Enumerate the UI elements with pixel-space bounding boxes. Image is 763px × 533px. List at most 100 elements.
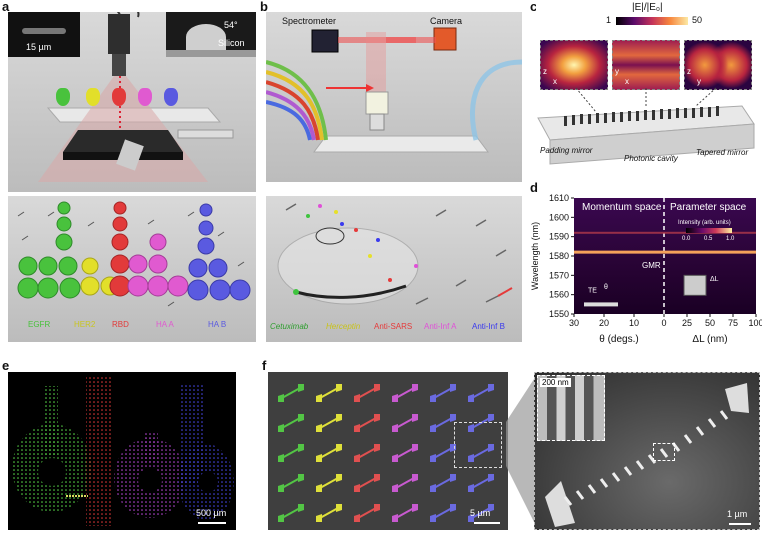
intensity-tick-2: 1.0 <box>726 236 735 242</box>
zoom-connector <box>506 376 536 526</box>
nanobeam-device <box>316 414 342 432</box>
nanobeam-device <box>468 504 494 522</box>
nanobeam-device <box>354 414 380 432</box>
panel-b-sensor-surface <box>277 203 513 305</box>
panel-a-top: 15 µm 54° Silicon <box>8 12 256 192</box>
right-x-tick-label-2: 75 <box>728 318 738 328</box>
nanobeam-device <box>430 414 456 432</box>
inset-scale-label: 15 µm <box>26 42 52 52</box>
unit-cell-icon <box>683 274 707 296</box>
right-x-tick-label-3: 100 <box>748 318 762 328</box>
nanobeam-device <box>392 504 418 522</box>
reagent-label-rbd: RBD <box>112 320 129 329</box>
antibody-label-cetuximab: Cetuximab <box>270 322 309 331</box>
panel-label-c: c <box>530 0 538 14</box>
nanobeam-device <box>278 474 304 492</box>
spectrometer-label: Spectrometer <box>282 16 337 26</box>
nanobeam-device <box>316 474 342 492</box>
dispenser-green <box>56 88 70 106</box>
panel-label-d: d <box>530 180 538 195</box>
camera-label: Camera <box>430 16 463 26</box>
field-map-zy: z y <box>684 40 752 90</box>
dispenser-yellow <box>86 88 100 106</box>
waveguide-drawing <box>537 87 755 165</box>
dispenser-pink <box>138 88 152 106</box>
secondary-band <box>574 231 756 234</box>
field-colorbar-title: |E|/|E₀| <box>632 2 663 13</box>
gmr-annotation: GMR <box>642 261 661 270</box>
antibody-label-herceptin: Herceptin <box>326 322 361 331</box>
scale-bar-e <box>198 522 226 524</box>
sem-nanobeam-zoom <box>545 383 749 527</box>
inset-droplet-image: 15 µm <box>8 12 80 57</box>
zoom-box <box>454 422 502 468</box>
intensity-tick-1: 0.5 <box>704 236 713 242</box>
intensity-colorbar <box>686 228 732 233</box>
sem-inset-highres: 200 nm <box>537 375 605 441</box>
y-axis-label: Wavelength (nm) <box>530 222 540 290</box>
panel-label-f: f <box>262 358 267 373</box>
parameter-space-title: Parameter space <box>670 202 747 213</box>
nanobeam-device <box>354 444 380 462</box>
nanobeam-device <box>392 474 418 492</box>
y-tick-label-6: 1550 <box>549 309 569 319</box>
nanobeam-device <box>468 474 494 492</box>
nanobeam-device <box>354 474 380 492</box>
nanobeam-device <box>316 384 342 402</box>
nanobeam-device <box>468 384 494 402</box>
momentum-space-title: Momentum space <box>582 202 662 213</box>
right-x-tick-label-0: 25 <box>682 318 692 328</box>
panel-c: |E|/|E₀| 1 50 z x y x z y <box>536 0 760 178</box>
left-x-tick-label-3: 0 <box>661 318 666 328</box>
field-map-axis-x2: x <box>625 77 629 86</box>
y-tick-label-4: 1570 <box>549 270 569 280</box>
intensity-colorbar-title: Intensity (arb. units) <box>678 220 731 226</box>
panel-e-fluorescence: 500 µm <box>8 372 236 530</box>
nanobeam-device <box>468 414 494 432</box>
te-annotation: TE <box>588 288 597 295</box>
right-x-axis-label: ΔL (nm) <box>692 334 727 344</box>
field-map-axis-z: z <box>543 67 547 76</box>
panel-a-bottom: EGFR HER2 RBD HA A HA B <box>8 196 256 342</box>
nanobeam-device <box>392 414 418 432</box>
nanobeam-device <box>278 504 304 522</box>
label-padding-mirror: Padding mirror <box>540 146 593 155</box>
dispenser-blue <box>164 88 178 106</box>
scale-label-inset: 200 nm <box>540 378 571 387</box>
y-tick-label-3: 1580 <box>549 251 569 261</box>
left-x-tick-label-1: 20 <box>599 318 609 328</box>
panel-f-sem-array: 5 µm <box>268 372 508 530</box>
scale-label-f-left: 5 µm <box>470 508 491 518</box>
scale-bar-f-right <box>729 523 751 525</box>
left-x-tick-label-0: 30 <box>569 318 579 328</box>
panel-f-sem-zoom: 200 nm 1 µm <box>534 372 760 530</box>
zoom-inset-box <box>653 443 675 461</box>
field-map-axis-y2: y <box>697 77 701 86</box>
nanobeam-device <box>430 474 456 492</box>
y-tick-label-5: 1560 <box>549 290 569 300</box>
y-tick-label-0: 1610 <box>549 193 569 203</box>
panel-label-a: a <box>2 0 10 14</box>
nanobeam-device <box>392 384 418 402</box>
panel-label-e: e <box>2 358 10 373</box>
inset-contact-angle-image: 54° Silicon <box>166 12 256 57</box>
dispenser-red <box>112 88 126 106</box>
nanobeam-device <box>430 504 456 522</box>
theta-annotation: θ <box>604 284 608 291</box>
panel-a-setup-drawing <box>38 12 234 182</box>
antibody-label-anti-inf-a: Anti-Inf A <box>424 322 457 331</box>
label-photonic-cavity: Photonic cavity <box>624 154 678 163</box>
intensity-tick-0: 0.0 <box>682 236 691 242</box>
field-map-yx: y x <box>612 40 680 90</box>
nanobeam-device <box>468 444 494 462</box>
nanobeam-device <box>316 444 342 462</box>
panel-label-b: b <box>260 0 268 14</box>
nanobeam-device <box>278 414 304 432</box>
right-x-tick-label-1: 50 <box>705 318 715 328</box>
reagent-label-her2: HER2 <box>74 320 96 329</box>
gmr-band <box>574 250 756 254</box>
field-map-axis-x: x <box>553 77 557 86</box>
nanobeam-device <box>278 384 304 402</box>
reagent-label-ha-b: HA B <box>208 320 227 329</box>
sem-nanobeam-array <box>278 384 494 522</box>
